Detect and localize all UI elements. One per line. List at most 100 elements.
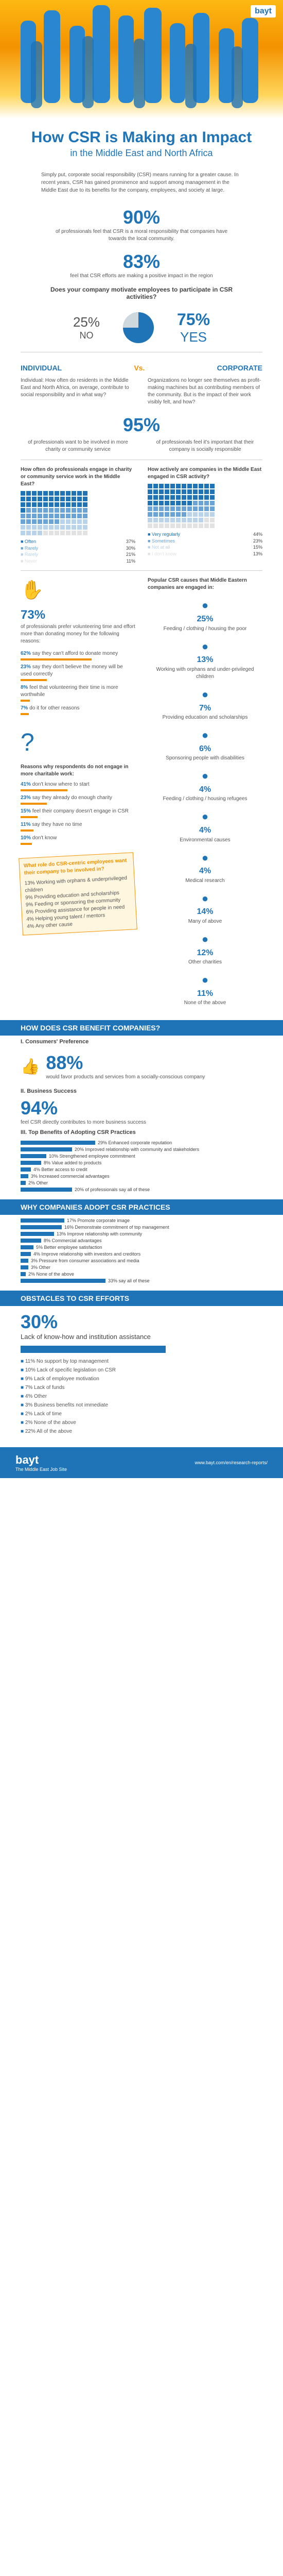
waffle-cell — [193, 518, 198, 522]
benefit-bars: 29% Enhanced corporate reputation 20% Imp… — [0, 1140, 283, 1192]
legend-value: 11% — [126, 558, 135, 564]
obstacle-item: ■ 2% Lack of time — [21, 1411, 262, 1418]
waffle-cell — [176, 489, 181, 494]
waffle-cell — [165, 484, 169, 488]
list-item: 41% don't know where to start — [21, 781, 135, 791]
waffle-cell — [210, 501, 215, 505]
obstacle-item: ■ 3% Business benefits not immediate — [21, 1402, 262, 1409]
waffle-cell — [77, 502, 82, 507]
waffle-cell — [38, 519, 42, 524]
waffle-cell — [210, 512, 215, 517]
legend-row: ■ Very regularly 44% — [148, 531, 262, 538]
cause-text: Environmental causes — [180, 837, 231, 843]
waffle-cell — [182, 489, 186, 494]
waffle-cell — [210, 518, 215, 522]
obstacle-item: ■ 22% All of the above — [21, 1428, 262, 1435]
obstacle-text: 3% Business benefits not immediate — [25, 1402, 109, 1409]
waffle-cell — [193, 501, 198, 505]
cause-text: None of the above — [184, 1000, 226, 1006]
waffle-cell — [66, 531, 70, 535]
footer-url[interactable]: www.bayt.com/en/research-reports/ — [194, 1460, 268, 1466]
waffle-cell — [55, 519, 59, 524]
bar-row: 8% Value added to products — [0, 1160, 283, 1165]
cause-text: Many of above — [188, 918, 222, 924]
bar — [21, 1245, 33, 1250]
waffle-cell — [148, 501, 152, 505]
legend-value: 44% — [253, 532, 262, 537]
list-item: 23% say they already do enough charity — [21, 794, 135, 805]
header-hands: bayt — [0, 0, 283, 124]
waffle-cell — [49, 531, 54, 535]
legend-value: 15% — [253, 545, 262, 550]
bar — [21, 1218, 64, 1223]
waffle-cell — [55, 502, 59, 507]
waffle-cell — [77, 508, 82, 513]
list-bar — [21, 679, 47, 682]
page-title: How CSR is Making an Impact — [31, 129, 252, 146]
waffle-cell — [159, 512, 164, 517]
bar-label: 29% Enhanced corporate reputation — [98, 1140, 172, 1146]
cause-value: 4% — [199, 867, 211, 876]
cause-value: 13% — [197, 655, 214, 665]
legend-label: ■ Often — [21, 539, 36, 544]
cause-text: Sponsoring people with disabilities — [166, 755, 244, 761]
cause-item: ● 13% Working with orphans and under-privi… — [148, 639, 262, 681]
list-item: 62% say they can't afford to donate mone… — [21, 650, 135, 661]
bar-label: 3% Other — [31, 1265, 51, 1270]
why-bars: 17% Promote corporate image 16% Demonstra… — [0, 1218, 283, 1283]
waffle-cell — [170, 489, 175, 494]
list-bar — [21, 713, 29, 716]
waffle-cell — [43, 519, 48, 524]
obstacle-item: ■ 11% No support by top management — [21, 1358, 262, 1365]
cause-value: 4% — [199, 826, 211, 835]
footer-logo[interactable]: bayt — [15, 1453, 39, 1467]
waffle-cell — [77, 491, 82, 496]
list-item: 7% do it for other reasons — [21, 705, 135, 716]
waffle-cell — [153, 495, 158, 500]
waffle-cell — [49, 508, 54, 513]
waffle-cell — [193, 523, 198, 528]
cause-text: Medical research — [185, 877, 225, 884]
bar-label: 16% Demonstrate commitment of top manage… — [64, 1225, 169, 1230]
legend-row: ■ Never 11% — [21, 558, 135, 565]
waffle-cell — [32, 508, 37, 513]
waffle-cell — [193, 512, 198, 517]
waffle-cell — [187, 501, 192, 505]
bar — [21, 1225, 62, 1230]
waffle-cell — [170, 523, 175, 528]
bar — [21, 1141, 95, 1145]
cause-value: 6% — [199, 744, 211, 753]
waffle-cell — [170, 495, 175, 500]
waffle-cell — [55, 531, 59, 535]
hands-illustration — [0, 0, 283, 118]
bar-row: 8% Commercial advantages — [0, 1238, 283, 1243]
bar-row: 5% Better employee satisfaction — [0, 1245, 283, 1250]
legend-label: ■ Rarely — [21, 552, 38, 557]
list-value: 23% — [21, 664, 32, 670]
waffle-cell — [159, 495, 164, 500]
waffle-cell — [26, 531, 31, 535]
bar — [21, 1279, 105, 1283]
waffle-cell — [165, 523, 169, 528]
obstacle-marker: ■ — [21, 1359, 25, 1365]
waffle-cell — [170, 506, 175, 511]
waffle-grid-individual — [21, 491, 135, 535]
waffle-cell — [21, 519, 25, 524]
waffle-cell — [153, 512, 158, 517]
legend-value: 23% — [253, 538, 262, 544]
infographic: bayt How CSR is Making an Impact in the … — [0, 0, 283, 1479]
cause-text: Providing education and scholarships — [162, 714, 248, 720]
waffle-cell — [38, 491, 42, 496]
waffle-cell — [49, 525, 54, 530]
waffle-cell — [165, 501, 169, 505]
waffle-cell — [187, 518, 192, 522]
cause-icon: ● — [201, 810, 209, 823]
list-bar — [21, 802, 47, 805]
waffle-cell — [83, 508, 87, 513]
bayt-logo[interactable]: bayt — [251, 5, 276, 18]
waffle-cell — [187, 506, 192, 511]
motivate-question: Does your company motivate employees to … — [50, 286, 233, 300]
bar-row: 20% of professionals say all of these — [0, 1187, 283, 1192]
obstacle-text: 10% Lack of specific legislation on CSR — [25, 1367, 116, 1374]
waffle-cell — [21, 502, 25, 507]
